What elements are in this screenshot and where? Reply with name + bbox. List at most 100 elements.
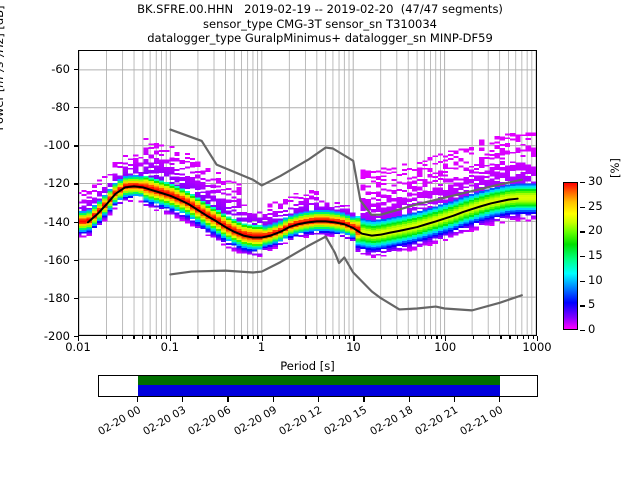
y-tick-mark [74,107,78,109]
ylabel-slash2: /Hz [0,37,6,57]
colorbar-tick-mark [580,231,585,233]
x-tick-mark-minor [339,336,341,339]
x-tick-mark-minor [142,336,144,339]
ylabel-prefix: Power [ [0,88,6,131]
y-tick-label: -200 [43,329,70,343]
timeline-tick-mark [318,397,320,402]
x-tick-mark-minor [528,336,530,339]
x-tick-mark-minor [233,336,236,339]
y-tick-label: -120 [43,176,70,191]
y-tick-label: -180 [43,290,70,305]
ylabel-suffix: ] [dB] [0,5,6,37]
y-tick-mark [74,259,78,262]
x-tick-mark-minor [532,336,535,339]
x-tick-mark-minor [316,336,319,339]
timeline-segment-blue [137,385,501,396]
x-tick-mark-minor [325,336,328,339]
title-line-3: datalogger_type GuralpMinimus+ datalogge… [147,31,493,45]
x-tick-mark-major [537,336,539,341]
x-tick-mark-minor [488,336,491,339]
timeline-tick-mark [453,397,456,402]
colorbar-tick-label: 20 [588,223,603,238]
x-tick-mark-major [261,336,263,341]
data-coverage-timeline[interactable] [98,375,538,397]
x-tick-mark-major [445,336,447,341]
timeline-tick-label: 02-20 21 [413,404,460,439]
x-tick-mark-minor [349,336,351,339]
y-tick-label: -80 [51,100,70,115]
x-tick-mark-minor [252,336,254,339]
y-tick-label: -140 [43,214,70,229]
x-tick-mark-minor [509,336,511,339]
x-tick-label: 10 [346,340,361,354]
x-tick-mark-minor [440,336,443,339]
timeline-tick-mark [363,397,365,402]
y-tick-mark [74,297,78,300]
x-tick-mark-minor [247,336,249,339]
x-tick-mark-major [353,336,355,341]
x-tick-mark-minor [197,336,199,339]
colorbar-tick-mark [580,206,585,208]
timeline-tick-label: 02-20 12 [277,404,324,439]
colorbar-tick-label: 0 [588,322,596,336]
y-tick-mark [74,221,78,223]
x-tick-mark-minor [155,336,157,339]
plot-area[interactable] [78,50,537,336]
timeline-tick-label: 02-20 09 [231,404,279,439]
timeline-segment-green [137,376,501,385]
colorbar-tick-mark [580,280,585,282]
x-tick-label: 100 [434,340,457,354]
colorbar-tick-label: 30 [588,174,603,188]
x-tick-mark-minor [225,336,227,339]
x-tick-mark-minor [105,336,107,339]
colorbar-tick-mark [580,305,585,307]
x-tick-mark-major [169,336,172,341]
timeline-tick-label: 02-21 00 [458,404,506,439]
y-tick-label: -160 [43,252,70,267]
y-tick-mark [74,145,78,147]
x-tick-mark-minor [160,336,163,339]
figure-title: BK.SFRE.00.HHN 2019-02-19 -- 2019-02-20 … [0,2,640,46]
x-tick-mark-minor [133,336,135,339]
timeline-tick-mark [272,397,274,402]
x-tick-mark-minor [381,336,383,339]
timeline-tick-mark [136,397,138,402]
timeline-tick-mark [227,397,229,402]
y-tick-label: -60 [51,62,70,77]
x-tick-mark-minor [333,336,335,339]
colorbar-unit-label: [%] [608,158,622,178]
timeline-tick-label: 02-20 06 [186,404,234,439]
y-axis-label: Power [m2/s4/Hz] [dB] [0,0,6,193]
x-tick-mark-minor [430,336,433,339]
x-tick-mark-minor [241,336,243,339]
timeline-tick-label: 02-20 18 [367,404,415,439]
colorbar-tick-mark [580,256,585,258]
colorbar[interactable] [563,182,578,330]
x-tick-mark-minor [213,336,215,339]
colorbar-tick-label: 10 [588,272,603,287]
x-tick-label: 0.01 [65,340,91,354]
y-tick-label: -100 [43,138,70,153]
timeline-tick-mark [182,397,184,402]
timeline-tick-label: 02-20 15 [322,404,370,439]
x-tick-mark-minor [305,336,307,339]
x-tick-mark-minor [149,336,151,339]
y-tick-mark [74,69,78,71]
colorbar-tick-mark [580,182,585,184]
ylabel-slash1: /s [0,61,6,72]
colorbar-tick-label: 25 [588,198,603,213]
timeline-tick-label: 02-20 00 [95,404,143,439]
x-tick-mark-minor [121,336,124,339]
y-tick-mark [74,336,78,338]
x-tick-mark-minor [165,336,167,339]
x-tick-mark-minor [522,336,525,339]
x-tick-label: 1000 [522,340,552,354]
x-tick-mark-major [78,336,80,341]
x-tick-mark-minor [408,336,410,339]
x-tick-mark-minor [344,336,346,339]
colorbar-tick-mark [580,330,585,332]
x-axis-label: Period [s] [280,359,335,373]
x-tick-mark-minor [424,336,427,339]
x-tick-label: 1 [257,340,266,354]
